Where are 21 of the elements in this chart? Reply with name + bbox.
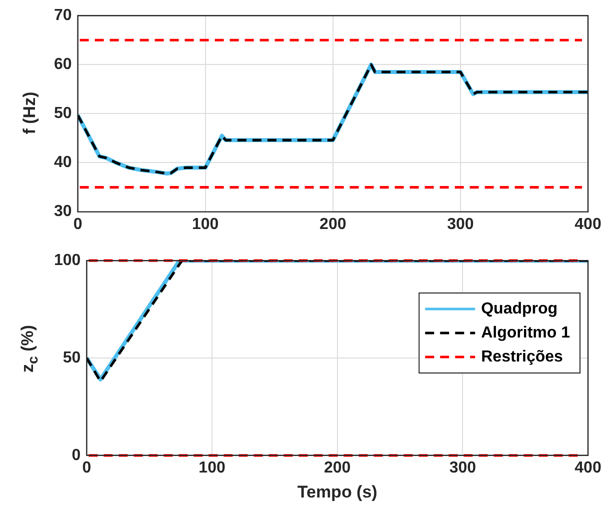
- y-tick-label: 40: [54, 154, 72, 172]
- x-tick-label: 400: [574, 459, 602, 476]
- legend-label: Algoritmo 1: [481, 324, 570, 342]
- legend-label: Quadprog: [481, 300, 558, 318]
- x-tick-label: 400: [574, 216, 602, 233]
- y-tick-label: 60: [54, 56, 72, 74]
- legend-label: Restrições: [481, 348, 564, 366]
- y-tick-label: 70: [54, 7, 72, 24]
- x-tick-label: 300: [449, 459, 476, 476]
- x-axis-title: Tempo (s): [297, 482, 378, 502]
- x-tick-label: 200: [324, 459, 351, 476]
- y-tick-label: 30: [54, 203, 72, 220]
- y-tick-label: 50: [62, 349, 81, 366]
- x-tick-label: 300: [447, 216, 474, 233]
- y-tick-label: 0: [72, 446, 81, 464]
- x-tick-label: 100: [192, 216, 219, 233]
- y-tick-label: 50: [54, 105, 72, 122]
- x-tick-label: 200: [320, 216, 346, 233]
- x-tick-label: 100: [198, 459, 226, 476]
- y-axis-title: f (Hz): [20, 92, 40, 134]
- y-tick-label: 100: [54, 252, 81, 270]
